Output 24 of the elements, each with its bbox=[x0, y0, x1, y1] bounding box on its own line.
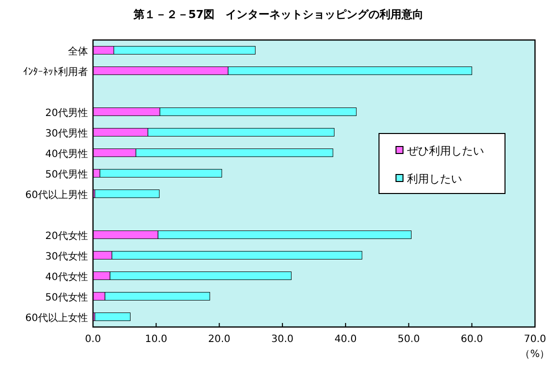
legend-label: ぜひ利用したい bbox=[407, 144, 484, 158]
x-tick-label: 40.0 bbox=[334, 334, 357, 345]
y-tick-label: 30代女性 bbox=[45, 250, 88, 262]
y-tick-label: 20代男性 bbox=[45, 106, 88, 119]
x-tick-label: 70.0 bbox=[524, 334, 546, 345]
y-tick-label: 20代女性 bbox=[45, 230, 88, 242]
chart-title: 第１－２－57図 インターネットショッピングの利用意向 bbox=[132, 8, 424, 21]
x-tick-label: 0.0 bbox=[85, 334, 101, 345]
y-tick-label: 50代男性 bbox=[45, 168, 88, 180]
y-tick-label: 60代以上女性 bbox=[25, 312, 88, 324]
legend-label: 利用したい bbox=[407, 172, 462, 186]
x-tick-label: 10.0 bbox=[145, 334, 168, 345]
y-tick-label: 30代男性 bbox=[45, 127, 88, 140]
y-tick-label: 60代以上男性 bbox=[25, 188, 88, 201]
x-tick-label: 60.0 bbox=[460, 334, 483, 345]
y-tick-label: 全体 bbox=[68, 45, 88, 58]
y-tick-label: ｲﾝﾀｰﾈｯﾄ利用者 bbox=[23, 66, 88, 78]
y-tick-label: 40代男性 bbox=[45, 148, 88, 160]
y-tick-label: 50代女性 bbox=[45, 291, 88, 304]
x-axis-title: （%） bbox=[520, 349, 550, 360]
x-tick-label: 20.0 bbox=[208, 334, 230, 345]
y-tick-label: 40代女性 bbox=[45, 270, 88, 283]
x-tick-label: 50.0 bbox=[398, 334, 420, 345]
x-tick-label: 30.0 bbox=[271, 334, 294, 345]
